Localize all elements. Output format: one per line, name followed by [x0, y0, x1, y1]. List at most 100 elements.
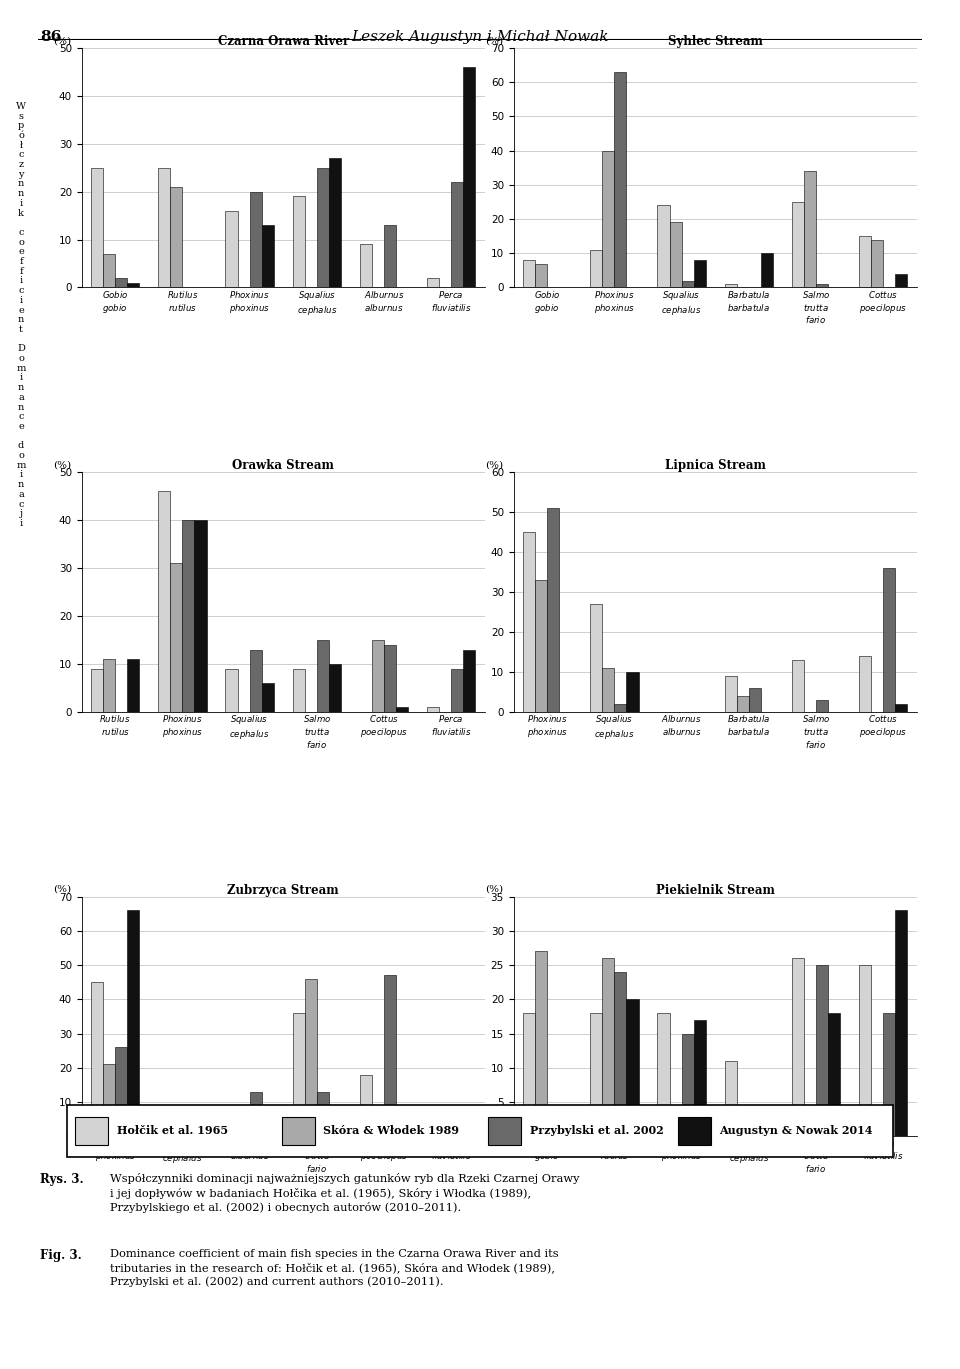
Bar — [792, 201, 804, 287]
Bar — [91, 167, 103, 287]
Bar — [317, 1092, 329, 1136]
Text: (%): (%) — [53, 884, 71, 894]
Bar — [859, 965, 871, 1136]
Bar — [859, 656, 871, 712]
Bar — [896, 910, 907, 1136]
Bar — [816, 285, 828, 287]
Bar — [464, 1125, 475, 1136]
Bar — [293, 668, 304, 712]
Text: Augustyn & Nowak 2014: Augustyn & Nowak 2014 — [719, 1125, 873, 1136]
Bar — [451, 182, 464, 287]
Bar — [523, 533, 535, 712]
Text: Współczynniki dominacji najważniejszych gatunków ryb dla Rzeki Czarnej Orawy
i j: Współczynniki dominacji najważniejszych … — [110, 1173, 580, 1213]
Bar — [828, 1013, 840, 1136]
Bar — [614, 972, 627, 1136]
Bar — [170, 188, 182, 287]
Bar — [262, 225, 274, 287]
Bar — [250, 650, 262, 712]
Bar — [293, 1013, 304, 1136]
Bar — [535, 951, 547, 1136]
Bar — [590, 249, 602, 287]
Bar — [304, 979, 317, 1136]
Bar — [91, 983, 103, 1136]
Bar — [384, 645, 396, 712]
Bar — [384, 225, 396, 287]
Text: Skóra & Włodek 1989: Skóra & Włodek 1989 — [324, 1125, 459, 1136]
Bar — [658, 1013, 669, 1136]
Bar — [883, 1013, 896, 1136]
Bar — [590, 604, 602, 712]
Bar — [816, 700, 828, 712]
Bar — [128, 282, 139, 287]
Bar — [614, 71, 627, 287]
Bar — [535, 263, 547, 287]
Text: (%): (%) — [485, 36, 503, 45]
Bar — [602, 668, 614, 712]
Bar — [451, 1106, 464, 1136]
Bar — [725, 285, 736, 287]
Title: Orawka Stream: Orawka Stream — [232, 460, 334, 472]
Bar — [317, 639, 329, 712]
Text: Fig. 3.: Fig. 3. — [40, 1249, 82, 1261]
Bar — [590, 1013, 602, 1136]
Bar — [262, 683, 274, 712]
Title: Zubrzyca Stream: Zubrzyca Stream — [228, 884, 339, 897]
Bar — [158, 1109, 170, 1136]
Bar — [360, 245, 372, 287]
Bar — [250, 1092, 262, 1136]
FancyBboxPatch shape — [67, 1105, 893, 1157]
Bar — [749, 1116, 761, 1136]
Bar — [427, 1134, 439, 1136]
Text: 86: 86 — [40, 30, 61, 44]
Bar — [725, 1061, 736, 1136]
Bar — [226, 211, 237, 287]
Title: Czarna Orawa River: Czarna Orawa River — [218, 36, 348, 48]
Bar — [182, 520, 195, 712]
Bar — [250, 192, 262, 287]
Text: (%): (%) — [53, 460, 71, 470]
Bar — [293, 196, 304, 287]
Bar — [384, 975, 396, 1136]
Bar — [317, 167, 329, 287]
Bar — [547, 508, 560, 712]
Bar — [896, 704, 907, 712]
Bar — [128, 910, 139, 1136]
Bar — [427, 706, 439, 712]
Bar — [282, 1117, 315, 1146]
Bar — [627, 672, 638, 712]
Bar — [523, 1013, 535, 1136]
Bar — [115, 278, 128, 287]
Text: Przybylski et al. 2002: Przybylski et al. 2002 — [530, 1125, 663, 1136]
Text: (%): (%) — [485, 884, 503, 894]
Bar — [804, 171, 816, 287]
Bar — [329, 159, 341, 287]
Bar — [182, 1129, 195, 1136]
Bar — [158, 491, 170, 712]
Text: Rys. 3.: Rys. 3. — [40, 1173, 84, 1186]
Bar — [329, 1109, 341, 1136]
Bar — [329, 664, 341, 712]
Bar — [658, 205, 669, 287]
Bar — [871, 240, 883, 287]
Text: (%): (%) — [485, 460, 503, 470]
Bar — [749, 687, 761, 712]
Text: Hołčik et al. 1965: Hołčik et al. 1965 — [117, 1125, 228, 1136]
Text: (%): (%) — [53, 36, 71, 45]
Bar — [535, 580, 547, 712]
Bar — [682, 281, 694, 287]
Bar — [694, 1020, 706, 1136]
Bar — [226, 668, 237, 712]
Bar — [396, 1120, 408, 1136]
Bar — [792, 958, 804, 1136]
Bar — [523, 260, 535, 287]
Bar — [883, 568, 896, 712]
Bar — [103, 658, 115, 712]
Title: Syhlec Stream: Syhlec Stream — [668, 36, 762, 48]
Bar — [602, 958, 614, 1136]
Bar — [816, 965, 828, 1136]
Bar — [694, 260, 706, 287]
Bar — [669, 223, 682, 287]
Bar — [195, 520, 206, 712]
Bar — [427, 278, 439, 287]
Bar — [158, 167, 170, 287]
